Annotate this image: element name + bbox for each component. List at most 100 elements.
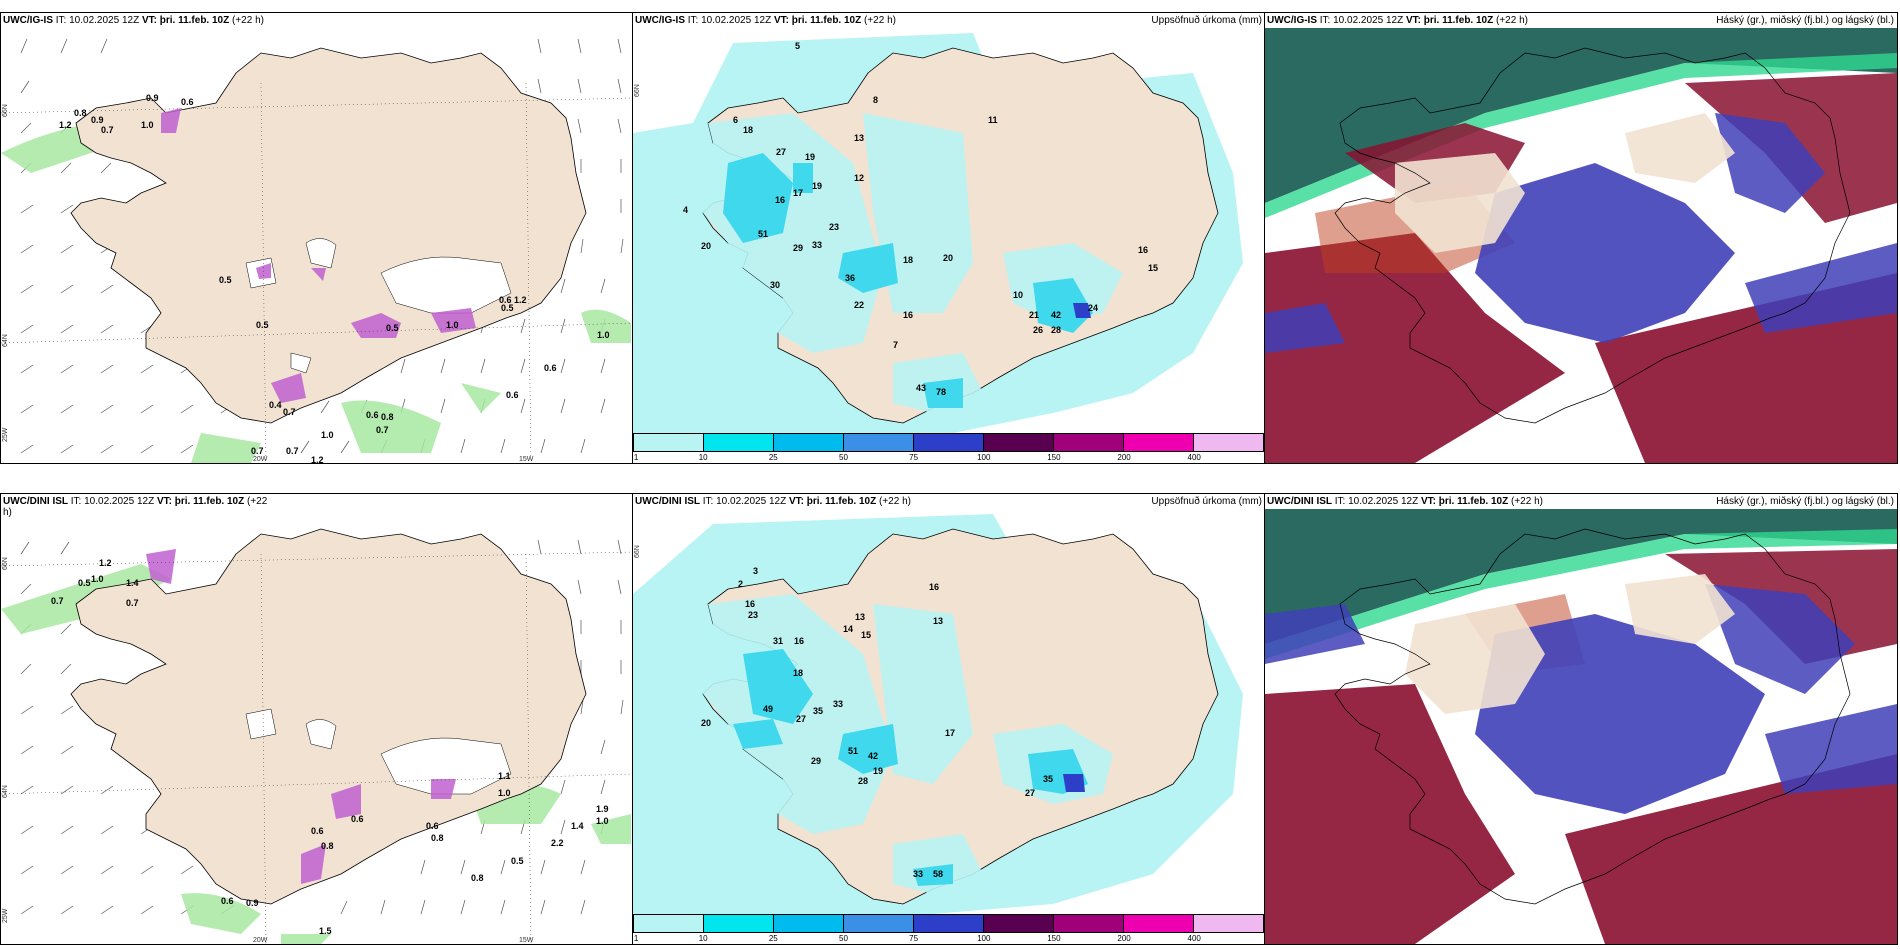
value-label: 0.7 — [51, 596, 64, 606]
value-label: 0.9 — [246, 898, 259, 908]
value-label: 1.0 — [446, 320, 459, 330]
value-label: 23 — [829, 222, 839, 232]
lead-time: (+22 — [247, 496, 268, 507]
legend-swatch — [844, 434, 914, 451]
model-name: UWC/DINI ISL — [635, 496, 700, 507]
value-label: 31 — [773, 636, 783, 646]
value-label: 16 — [794, 636, 804, 646]
value-label: 1.2 — [514, 295, 527, 305]
value-label: 33 — [833, 699, 843, 709]
value-label: 1.0 — [141, 120, 154, 130]
value-label: 42 — [1051, 310, 1061, 320]
lat-66-label: 66N — [2, 557, 9, 570]
legend-tick: 1 — [633, 453, 639, 462]
value-label: 0.5 — [78, 578, 91, 588]
value-label: 35 — [813, 706, 823, 716]
value-label: 18 — [903, 255, 913, 265]
value-label: 78 — [936, 387, 946, 397]
value-label: 0.8 — [321, 841, 334, 851]
panel-wind-igis[interactable]: UWC/IG-IS IT: 10.02.2025 12Z VT: þri. 11… — [0, 12, 634, 464]
legend-tick: 200 — [1117, 934, 1131, 943]
value-label: 1.0 — [91, 574, 104, 584]
panel-cloud-igis[interactable]: UWC/IG-IS IT: 10.02.2025 12Z VT: þri. 11… — [1264, 12, 1898, 464]
value-label: 0.4 — [269, 400, 282, 410]
cloud-map — [1265, 13, 1897, 463]
value-label: 29 — [811, 756, 821, 766]
value-label: 28 — [858, 776, 868, 786]
vt-label: VT: — [156, 496, 172, 507]
value-label: 1.2 — [59, 120, 72, 130]
lead-time: (+22 h) — [1496, 15, 1528, 26]
lon-15-label: 15W — [519, 456, 534, 463]
legend-tick: 100 — [977, 453, 991, 462]
value-label: 18 — [743, 125, 753, 135]
lead-time: (+22 h) — [879, 496, 911, 507]
value-label: 0.8 — [431, 833, 444, 843]
value-label: 0.6 — [544, 363, 557, 373]
value-label: 0.6 — [351, 814, 364, 824]
value-label: 19 — [873, 766, 883, 776]
panel-cloud-dini[interactable]: UWC/DINI ISL IT: 10.02.2025 12Z VT: þri.… — [1264, 493, 1898, 945]
lon-25-label: 25W — [2, 427, 9, 442]
value-label: 33 — [812, 240, 822, 250]
legend-bar — [633, 433, 1265, 452]
panel-wind-dini[interactable]: UWC/DINI ISL IT: 10.02.2025 12Z VT: þri.… — [0, 493, 634, 945]
legend-tick: 75 — [909, 934, 919, 943]
value-label: 0.7 — [286, 446, 299, 456]
value-label: 0.7 — [251, 446, 264, 456]
legend-bar — [633, 914, 1265, 933]
value-label: 1.0 — [596, 816, 609, 826]
it-label: IT: — [1319, 15, 1331, 26]
cloud-map — [1265, 494, 1897, 944]
it-label: IT: — [55, 15, 67, 26]
panel-title: Háský (gr.), miðský (fj.bl.) og lágský (… — [1716, 15, 1894, 26]
legend-tick: 25 — [768, 934, 778, 943]
panel-precip-dini[interactable]: UWC/DINI ISL IT: 10.02.2025 12Z VT: þri.… — [632, 493, 1266, 945]
legend-swatch — [1194, 434, 1264, 451]
legend-tick: 25 — [768, 453, 778, 462]
panel-header: UWC/IG-IS IT: 10.02.2025 12Z VT: þri. 11… — [635, 15, 896, 26]
vt-value: þri. 11.feb. 10Z — [159, 15, 230, 26]
value-label: 21 — [1029, 310, 1039, 320]
value-label: 5 — [795, 41, 800, 51]
it-value: 10.02.2025 12Z — [84, 496, 155, 507]
value-label: 6 — [733, 115, 738, 125]
legend-swatch — [1054, 434, 1124, 451]
value-label: 1.5 — [319, 926, 332, 936]
it-label: IT: — [1334, 496, 1346, 507]
legend-tick: 1 — [633, 934, 639, 943]
legend-tick: 75 — [909, 453, 919, 462]
iceland-land — [70, 528, 587, 905]
panel-header: UWC/IG-IS IT: 10.02.2025 12Z VT: þri. 11… — [1267, 15, 1528, 26]
panel-precip-igis[interactable]: UWC/IG-IS IT: 10.02.2025 12Z VT: þri. 11… — [632, 12, 1266, 464]
value-labels: 2 3 16 23 31 16 18 33 49 27 35 20 29 51 … — [701, 566, 1053, 879]
legend-swatch — [704, 434, 774, 451]
legend-swatch — [634, 434, 704, 451]
precip-legend: 1 10 25 50 75 100 150 200 400 — [633, 914, 1265, 944]
value-label: 0.6 — [499, 295, 512, 305]
value-label: 26 — [1033, 325, 1043, 335]
value-label: 15 — [861, 630, 871, 640]
lead-time: (+22 h) — [232, 15, 264, 26]
value-label: 1.4 — [126, 578, 139, 588]
wind-barbs — [20, 38, 624, 454]
value-label: 0.8 — [381, 412, 394, 422]
value-label: 36 — [845, 273, 855, 283]
value-label: 14 — [843, 624, 853, 634]
value-label: 29 — [793, 243, 803, 253]
value-label: 24 — [1088, 303, 1098, 313]
lead-time: (+22 h) — [1511, 496, 1543, 507]
legend-tick: 100 — [977, 934, 991, 943]
legend-swatch — [984, 434, 1054, 451]
value-label: 0.9 — [146, 93, 159, 103]
value-label: 0.6 — [181, 97, 194, 107]
vt-label: VT: — [788, 496, 804, 507]
panel-title: Uppsöfnuð úrkoma (mm) — [1151, 496, 1262, 507]
value-label: 13 — [855, 612, 865, 622]
value-label: 12 — [854, 173, 864, 183]
legend-tick: 10 — [698, 453, 708, 462]
panel-header: UWC/DINI ISL IT: 10.02.2025 12Z VT: þri.… — [3, 496, 303, 518]
value-label: 3 — [753, 566, 758, 576]
value-label: 51 — [758, 229, 768, 239]
it-value: 10.02.2025 12Z — [1333, 15, 1404, 26]
